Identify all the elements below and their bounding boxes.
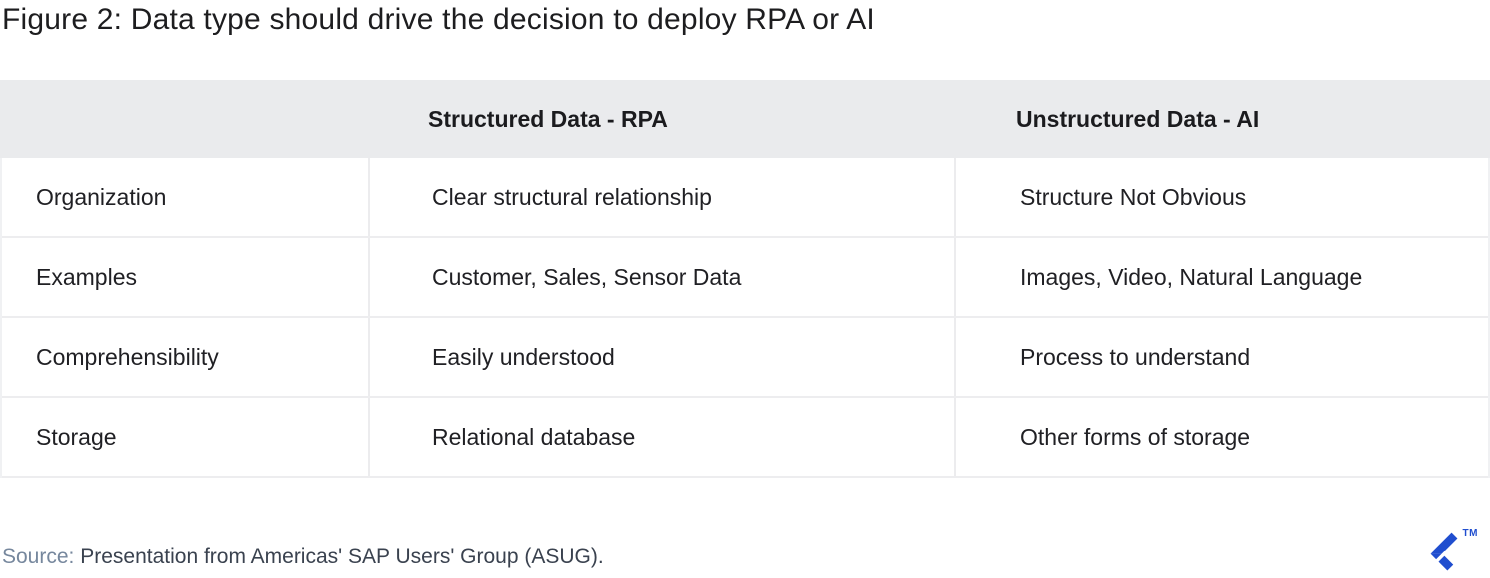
table-row: Organization Clear structural relationsh… — [2, 158, 1488, 238]
ai-cell: Other forms of storage — [954, 398, 1488, 476]
source-line: Source: Presentation from Americas' SAP … — [2, 543, 604, 571]
table-row: Comprehensibility Easily understood Proc… — [2, 318, 1488, 398]
ai-cell: Process to understand — [954, 318, 1488, 396]
row-label: Organization — [36, 183, 167, 210]
ai-cell: Structure Not Obvious — [954, 158, 1488, 236]
toptal-logo: TM — [1426, 528, 1478, 574]
row-label: Comprehensibility — [36, 343, 219, 370]
toptal-logomark-icon — [1430, 532, 1458, 571]
table-header-structured-rpa: Structured Data - RPA — [428, 105, 668, 132]
source-label: Source: — [2, 545, 75, 568]
rpa-cell: Relational database — [368, 398, 954, 476]
comparison-table: Structured Data - RPA Unstructured Data … — [0, 80, 1490, 478]
rpa-cell: Customer, Sales, Sensor Data — [368, 238, 954, 316]
rpa-cell: Easily understood — [368, 318, 954, 396]
figure-title: Figure 2: Data type should drive the dec… — [2, 3, 875, 36]
table-body: Organization Clear structural relationsh… — [0, 158, 1490, 478]
rpa-cell: Clear structural relationship — [368, 158, 954, 236]
table-row: Storage Relational database Other forms … — [2, 398, 1488, 478]
source-text: Presentation from Americas' SAP Users' G… — [80, 545, 604, 568]
ai-cell: Images, Video, Natural Language — [954, 238, 1488, 316]
trademark-label: TM — [1462, 528, 1478, 539]
row-label: Examples — [36, 263, 137, 290]
row-label: Storage — [36, 423, 117, 450]
table-header-row: Structured Data - RPA Unstructured Data … — [0, 80, 1490, 158]
table-row: Examples Customer, Sales, Sensor Data Im… — [2, 238, 1488, 318]
table-header-unstructured-ai: Unstructured Data - AI — [1016, 105, 1260, 132]
